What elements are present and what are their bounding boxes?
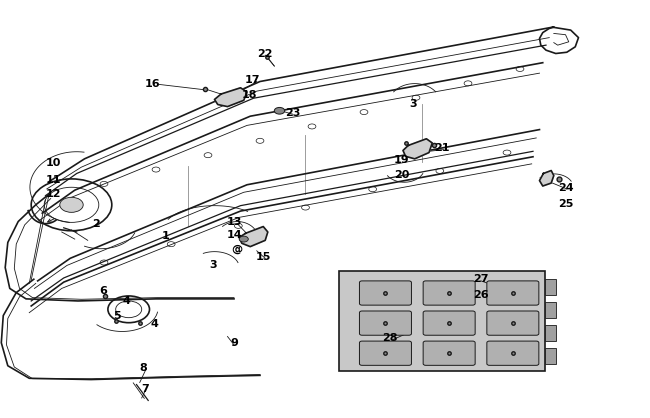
Text: 16: 16 <box>145 79 161 89</box>
Text: 10: 10 <box>46 158 61 168</box>
Text: 4: 4 <box>123 296 131 306</box>
Text: 12: 12 <box>46 189 61 199</box>
Text: 20: 20 <box>394 170 410 180</box>
FancyBboxPatch shape <box>423 311 475 335</box>
Text: 28: 28 <box>382 333 398 343</box>
Circle shape <box>274 107 285 114</box>
FancyBboxPatch shape <box>545 302 556 318</box>
FancyBboxPatch shape <box>359 311 411 335</box>
Text: 7: 7 <box>141 384 149 394</box>
Text: 2: 2 <box>92 219 100 229</box>
Text: 26: 26 <box>473 290 489 300</box>
FancyBboxPatch shape <box>487 311 539 335</box>
FancyBboxPatch shape <box>545 325 556 341</box>
Circle shape <box>239 236 248 242</box>
Text: 3: 3 <box>410 99 417 109</box>
FancyBboxPatch shape <box>545 348 556 364</box>
FancyBboxPatch shape <box>359 341 411 365</box>
Polygon shape <box>540 171 554 186</box>
Text: 14: 14 <box>226 230 242 240</box>
Text: 5: 5 <box>113 311 121 321</box>
Text: 3: 3 <box>209 260 217 270</box>
Text: 15: 15 <box>255 252 271 262</box>
Text: 21: 21 <box>434 143 450 153</box>
Text: 4: 4 <box>151 319 159 329</box>
FancyBboxPatch shape <box>359 281 411 305</box>
Text: 6: 6 <box>99 285 107 296</box>
Text: 18: 18 <box>242 90 257 100</box>
Polygon shape <box>339 271 545 371</box>
Text: 1: 1 <box>162 231 170 241</box>
Text: 19: 19 <box>394 155 410 165</box>
FancyBboxPatch shape <box>545 279 556 295</box>
Text: 17: 17 <box>244 75 260 85</box>
Text: 8: 8 <box>139 363 147 373</box>
FancyBboxPatch shape <box>487 281 539 305</box>
Text: 23: 23 <box>285 108 300 118</box>
Text: 24: 24 <box>558 183 573 193</box>
Text: 22: 22 <box>257 48 273 59</box>
FancyBboxPatch shape <box>423 281 475 305</box>
Text: 13: 13 <box>226 217 242 227</box>
Text: 9: 9 <box>230 338 238 348</box>
Polygon shape <box>403 139 432 159</box>
Circle shape <box>60 197 83 212</box>
FancyBboxPatch shape <box>487 341 539 365</box>
FancyBboxPatch shape <box>423 341 475 365</box>
Text: @: @ <box>231 244 243 254</box>
Text: 27: 27 <box>473 274 489 284</box>
Text: 11: 11 <box>46 175 61 185</box>
Polygon shape <box>239 227 268 247</box>
Polygon shape <box>214 88 247 107</box>
Text: 25: 25 <box>558 199 573 209</box>
